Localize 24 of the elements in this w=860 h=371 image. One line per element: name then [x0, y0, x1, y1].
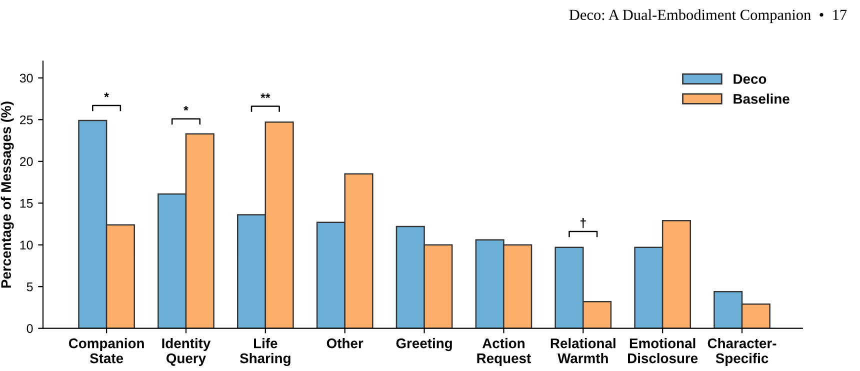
y-tick-label: 0: [26, 324, 33, 333]
x-tick-label: Emotional Disclosure: [628, 338, 698, 364]
annotation: †: [580, 218, 586, 228]
x-tick-label: Relational Warmth: [550, 338, 616, 364]
text: Deco: A Dual-Embodiment Companion • 17: [569, 9, 847, 24]
x-tick-label: Action Request: [477, 338, 531, 366]
y-tick-label: 30: [20, 74, 33, 83]
y-tick-label: 15: [20, 199, 33, 208]
x-tick-label: Companion State: [68, 338, 144, 364]
legend-label: Baseline: [734, 94, 790, 104]
y-axis-title: Percentage of Messages (%): [0, 102, 14, 288]
annotation: *: [184, 106, 188, 111]
x-tick-label: Character- Specific: [708, 338, 776, 366]
y-tick-label: 25: [20, 115, 33, 124]
annotation: **: [260, 93, 270, 98]
x-tick-label: Greeting: [396, 338, 452, 352]
annotation: *: [104, 92, 109, 98]
x-tick-label: Identity Query: [162, 338, 211, 366]
x-tick-label: Other: [326, 338, 364, 348]
y-tick-label: 20: [20, 157, 33, 166]
legend-label: Deco: [734, 74, 766, 84]
y-tick-label: 5: [26, 282, 33, 292]
x-tick-label: Life Sharing: [240, 338, 290, 366]
y-tick-label: 10: [20, 240, 33, 250]
